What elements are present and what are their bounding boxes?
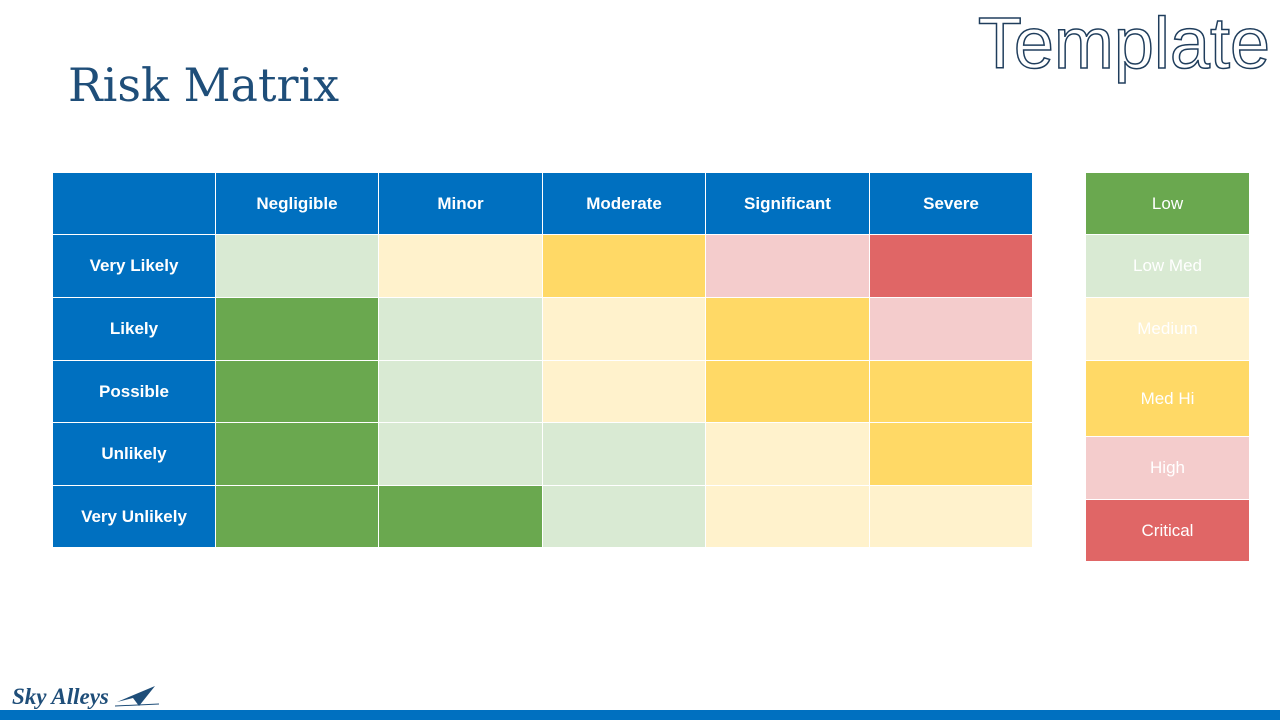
risk-cell bbox=[870, 423, 1032, 485]
risk-cell bbox=[543, 361, 705, 422]
legend-item: Low bbox=[1086, 173, 1249, 234]
risk-cell bbox=[870, 486, 1032, 547]
risk-cell bbox=[379, 298, 542, 360]
column-header: Negligible bbox=[216, 173, 378, 234]
risk-cell bbox=[706, 235, 869, 297]
risk-cell bbox=[706, 361, 869, 422]
footer-bar bbox=[0, 710, 1280, 720]
row-header: Possible bbox=[53, 361, 215, 422]
risk-cell bbox=[216, 361, 378, 422]
risk-cell bbox=[870, 235, 1032, 297]
row-header: Unlikely bbox=[53, 423, 215, 485]
watermark-text: Template bbox=[978, 4, 1270, 84]
risk-cell bbox=[543, 235, 705, 297]
legend-item: Medium bbox=[1086, 298, 1249, 360]
risk-cell bbox=[216, 423, 378, 485]
risk-cell bbox=[216, 235, 378, 297]
risk-cell bbox=[379, 361, 542, 422]
risk-cell bbox=[543, 423, 705, 485]
corner-cell bbox=[53, 173, 215, 234]
logo-text: Sky Alleys bbox=[12, 684, 109, 709]
risk-cell bbox=[379, 486, 542, 547]
row-header: Likely bbox=[53, 298, 215, 360]
risk-cell bbox=[543, 486, 705, 547]
legend-item: Low Med bbox=[1086, 235, 1249, 297]
watermark: Template bbox=[977, 3, 1271, 85]
slide-title: Risk Matrix bbox=[68, 58, 340, 112]
risk-cell bbox=[706, 298, 869, 360]
logo-plane bbox=[114, 686, 159, 707]
row-header: Very Unlikely bbox=[53, 486, 215, 547]
risk-cell bbox=[216, 298, 378, 360]
legend-item: Critical bbox=[1086, 500, 1249, 561]
risk-cell bbox=[379, 423, 542, 485]
risk-cell bbox=[706, 486, 869, 547]
column-header: Severe bbox=[870, 173, 1032, 234]
legend-item: Med Hi bbox=[1086, 361, 1249, 436]
column-header: Moderate bbox=[543, 173, 705, 234]
risk-cell bbox=[543, 298, 705, 360]
logo: Sky Alleys bbox=[12, 682, 159, 710]
risk-cell bbox=[870, 361, 1032, 422]
column-header: Minor bbox=[379, 173, 542, 234]
risk-cell bbox=[706, 423, 869, 485]
risk-cell bbox=[216, 486, 378, 547]
row-header: Very Likely bbox=[53, 235, 215, 297]
legend-item: High bbox=[1086, 437, 1249, 499]
column-header: Significant bbox=[706, 173, 869, 234]
risk-cell bbox=[379, 235, 542, 297]
risk-cell bbox=[870, 298, 1032, 360]
